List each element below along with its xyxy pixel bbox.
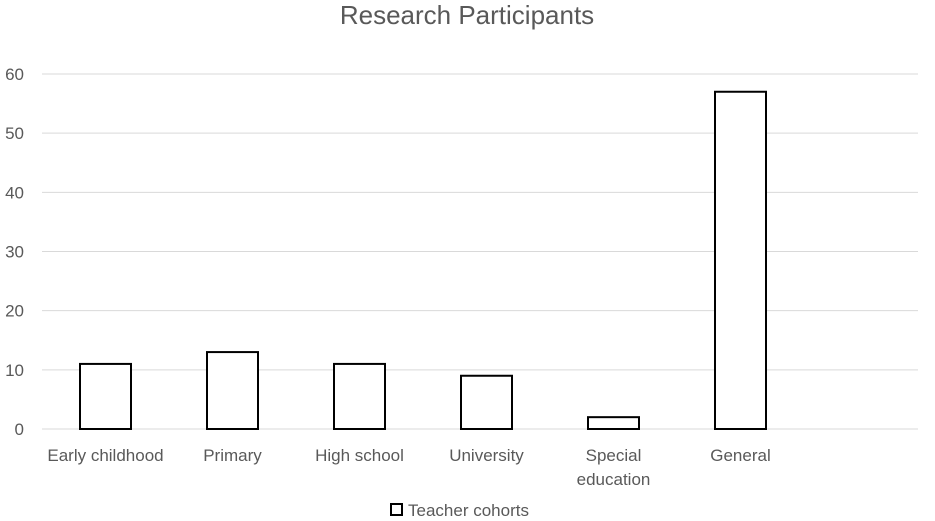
x-tick-label-line: Special <box>586 446 642 465</box>
x-tick-label: Early childhood <box>47 446 163 465</box>
bar <box>460 374 513 430</box>
y-tick-label: 30 <box>5 243 24 262</box>
x-tick-label: Special education <box>577 446 651 489</box>
bar <box>587 416 640 430</box>
legend: Teacher cohorts <box>390 501 529 520</box>
x-tick-label-line: General <box>710 446 770 465</box>
bar <box>206 351 259 431</box>
x-tick-label-line: education <box>577 470 651 489</box>
y-tick-label: 10 <box>5 361 24 380</box>
y-tick-label: 40 <box>5 183 24 202</box>
y-axis: 0 10 20 30 40 50 60 <box>5 65 24 439</box>
bars <box>79 90 767 431</box>
y-tick-label: 50 <box>5 124 24 143</box>
x-tick-label: University <box>449 446 524 465</box>
chart-title: Research Participants <box>340 0 594 30</box>
x-tick-label: General <box>710 446 770 465</box>
x-tick-label-line: Primary <box>203 446 262 465</box>
legend-label: Teacher cohorts <box>408 501 529 520</box>
legend-swatch <box>390 503 403 516</box>
gridlines <box>42 73 918 430</box>
bar <box>79 362 132 430</box>
x-axis: Early childhood Primary High school Univers… <box>47 446 770 489</box>
y-tick-label: 20 <box>5 302 24 321</box>
bar <box>333 362 386 430</box>
x-tick-label-line: High school <box>315 446 404 465</box>
x-tick-label-line: Early childhood <box>47 446 163 465</box>
x-tick-label-line: University <box>449 446 524 465</box>
y-tick-label: 60 <box>5 65 24 84</box>
x-tick-label: Primary <box>203 446 262 465</box>
bar <box>714 90 767 430</box>
y-tick-label: 0 <box>15 420 24 439</box>
x-tick-label: High school <box>315 446 404 465</box>
